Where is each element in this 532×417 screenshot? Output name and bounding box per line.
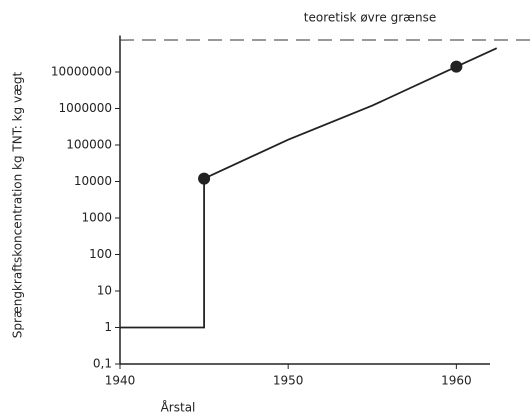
- y-tick-label: 100: [89, 247, 112, 261]
- x-tick-label: 1950: [273, 374, 304, 388]
- y-axis-label: Sprængkraftskoncentration kg TNT: kg væg…: [11, 72, 25, 339]
- x-axis-label: Årstal: [161, 400, 196, 415]
- x-tick-label: 1960: [441, 374, 472, 388]
- reference-label: teoretisk øvre grænse: [304, 11, 436, 25]
- y-tick-label: 10: [97, 284, 112, 298]
- data-point: [450, 60, 463, 73]
- data-line: [120, 47, 498, 329]
- y-tick-label: 10000: [74, 174, 112, 188]
- data-point: [198, 172, 211, 185]
- y-tick-label: 1000: [81, 211, 112, 225]
- y-tick-label: 1: [104, 320, 112, 334]
- y-tick-label: 0,1: [93, 357, 112, 371]
- x-tick-label: 1940: [105, 374, 136, 388]
- y-tick-label: 100000: [66, 138, 112, 152]
- y-tick-label: 1000000: [59, 101, 112, 115]
- y-tick-label: 10000000: [51, 65, 112, 79]
